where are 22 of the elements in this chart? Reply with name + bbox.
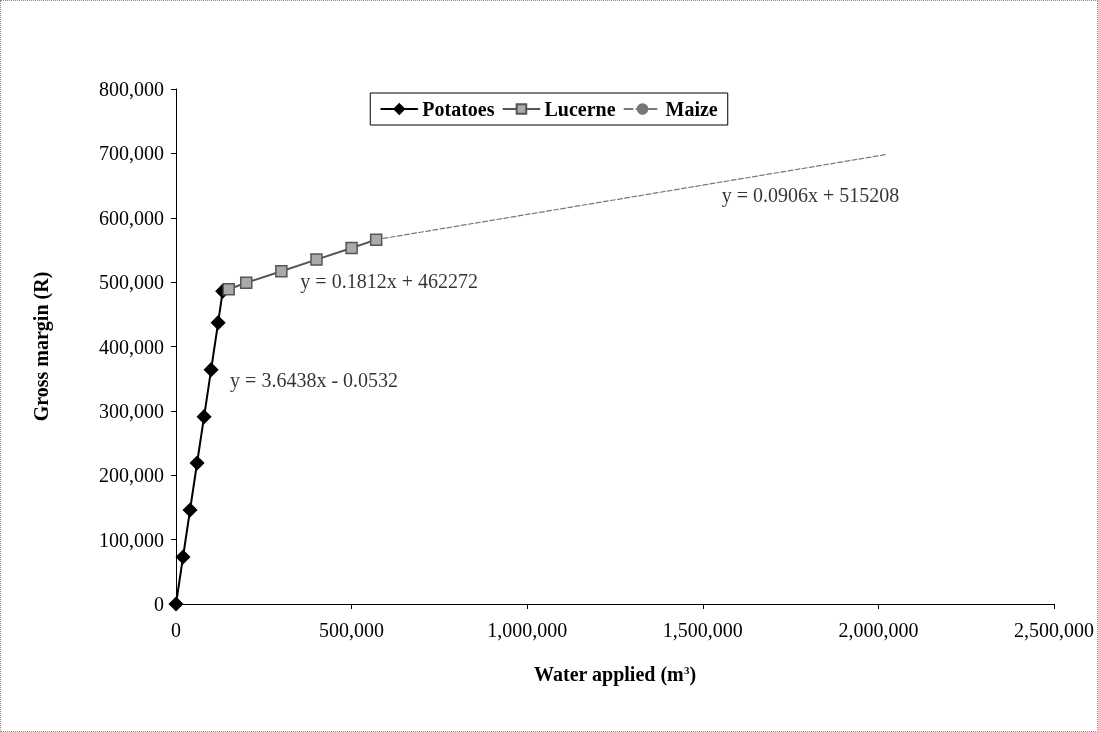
y-tick-label: 600,000 bbox=[99, 206, 164, 229]
x-tick-label: 2,000,000 bbox=[838, 619, 919, 641]
legend-label: Lucerne bbox=[544, 98, 616, 120]
legend-label: Maize bbox=[665, 98, 718, 120]
annotation: y = 0.0906x + 515208 bbox=[721, 183, 900, 207]
x-tick-label: 500,000 bbox=[319, 619, 385, 641]
annotation: y = 0.1812x + 462272 bbox=[300, 270, 478, 294]
legend-label: Potatoes bbox=[422, 98, 495, 120]
x-tick-label: 1,000,000 bbox=[487, 619, 568, 641]
y-tick-label: 200,000 bbox=[99, 464, 164, 487]
y-tick-label: 0 bbox=[154, 593, 164, 615]
annotation: y = 3.6438x - 0.0532 bbox=[230, 368, 399, 392]
x-tick-label: 2,500,000 bbox=[1014, 619, 1094, 641]
y-tick-label: 800,000 bbox=[99, 78, 164, 100]
y-tick-label: 400,000 bbox=[99, 335, 164, 358]
x-tick-label: 1,500,000 bbox=[662, 619, 743, 641]
y-tick-label: 100,000 bbox=[99, 528, 164, 551]
y-tick-label: 300,000 bbox=[99, 399, 164, 422]
y-axis-title: Gross margin (R) bbox=[30, 271, 53, 422]
y-tick-label: 500,000 bbox=[99, 271, 164, 294]
y-tick-label: 700,000 bbox=[99, 142, 164, 165]
x-tick-label: 0 bbox=[171, 619, 181, 641]
